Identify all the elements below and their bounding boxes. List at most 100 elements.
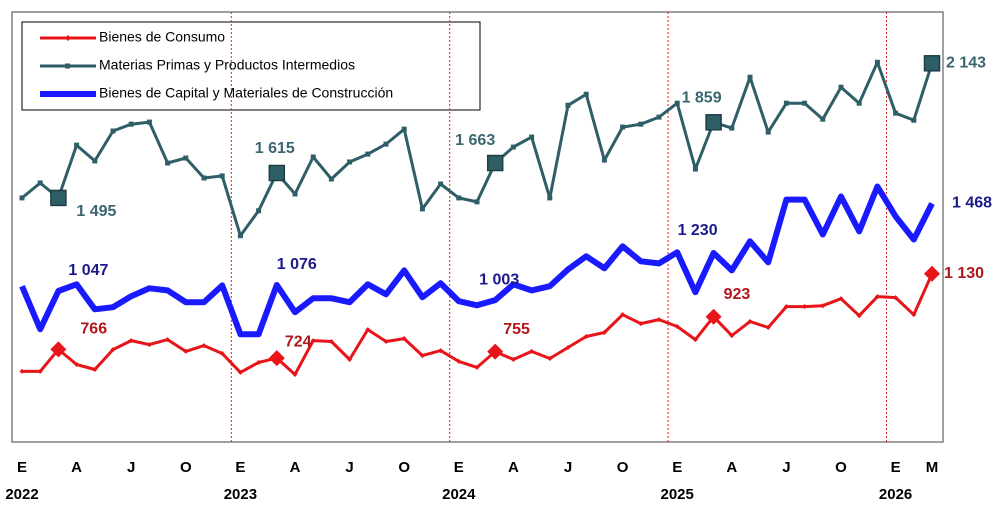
point-marker xyxy=(165,160,171,166)
x-tick-label: O xyxy=(617,459,629,476)
legend-box xyxy=(21,21,481,111)
point-marker xyxy=(911,117,917,123)
point-marker xyxy=(765,129,771,135)
x-tick-label: O xyxy=(398,459,410,476)
point-marker xyxy=(547,355,553,361)
point-marker xyxy=(74,362,80,368)
point-marker xyxy=(583,333,589,339)
point-marker xyxy=(268,164,286,182)
point-marker xyxy=(820,116,826,122)
point-marker xyxy=(50,189,67,207)
point-marker xyxy=(128,121,134,127)
x-tick-label: A xyxy=(508,459,519,476)
point-marker xyxy=(487,343,504,360)
point-marker xyxy=(92,158,98,164)
plot-area xyxy=(19,12,941,442)
point-marker xyxy=(565,344,571,350)
x-tick-label: O xyxy=(835,459,847,476)
point-marker xyxy=(328,176,334,182)
legend-marker xyxy=(65,63,70,69)
x-tick-label: J xyxy=(782,459,790,476)
point-marker xyxy=(486,154,504,172)
point-marker xyxy=(419,353,425,359)
value-label: 1 003 xyxy=(479,271,519,288)
point-marker xyxy=(268,350,285,367)
point-marker xyxy=(601,330,607,336)
point-marker xyxy=(674,100,680,106)
point-marker xyxy=(183,348,189,354)
year-label: 2022 xyxy=(5,486,38,503)
x-tick-label: E xyxy=(891,459,901,476)
x-tick-label: J xyxy=(564,459,572,476)
point-marker xyxy=(146,119,152,125)
value-label: 1 663 xyxy=(455,132,495,149)
point-marker xyxy=(438,181,444,187)
point-marker xyxy=(893,295,899,301)
point-marker xyxy=(146,342,152,348)
point-marker xyxy=(219,173,225,179)
x-tick-label: E xyxy=(672,459,682,476)
point-marker xyxy=(165,337,171,343)
point-marker xyxy=(893,110,899,116)
point-marker xyxy=(838,296,844,302)
point-marker xyxy=(219,351,225,357)
point-marker xyxy=(802,100,808,106)
point-marker xyxy=(365,327,371,333)
point-marker xyxy=(37,368,43,374)
point-marker xyxy=(456,358,462,364)
point-marker xyxy=(638,321,644,327)
year-label: 2025 xyxy=(661,486,694,503)
x-tick-label: E xyxy=(454,459,464,476)
point-marker xyxy=(874,294,880,300)
value-label: 1 615 xyxy=(255,140,295,157)
point-marker xyxy=(656,317,662,323)
value-label: 1 230 xyxy=(678,222,718,239)
point-marker xyxy=(565,102,571,108)
point-marker xyxy=(419,206,425,212)
point-marker xyxy=(347,159,353,165)
point-marker xyxy=(201,175,207,181)
value-label: 923 xyxy=(724,286,751,303)
x-tick-label: E xyxy=(17,459,27,476)
x-tick-label: M xyxy=(926,459,939,476)
point-marker xyxy=(783,304,789,310)
point-marker xyxy=(783,100,789,106)
point-marker xyxy=(583,91,589,97)
point-marker xyxy=(729,125,735,131)
point-marker xyxy=(92,367,98,373)
point-marker xyxy=(110,128,116,134)
year-label: 2026 xyxy=(879,486,912,503)
point-marker xyxy=(50,341,67,358)
point-marker xyxy=(924,265,940,282)
point-marker xyxy=(292,371,298,377)
value-label: 1 130 xyxy=(944,265,984,282)
point-marker xyxy=(874,59,880,65)
legend-label: Bienes de Capital y Materiales de Constr… xyxy=(99,85,393,101)
point-marker xyxy=(474,364,480,370)
point-marker xyxy=(383,338,389,344)
value-label: 1 076 xyxy=(277,256,317,273)
point-marker xyxy=(237,369,243,375)
point-marker xyxy=(256,208,262,214)
value-label: 1 859 xyxy=(682,90,722,107)
point-marker xyxy=(820,303,826,309)
point-marker xyxy=(705,114,722,131)
point-marker xyxy=(328,338,334,344)
x-tick-label: A xyxy=(726,459,737,476)
legend-label: Bienes de Consumo xyxy=(99,29,225,45)
point-marker xyxy=(510,144,516,150)
legend-marker xyxy=(65,35,71,41)
point-marker xyxy=(237,233,243,239)
x-tick-label: O xyxy=(180,459,192,476)
series-line xyxy=(19,183,935,338)
year-label: 2023 xyxy=(224,486,257,503)
point-marker xyxy=(529,348,535,354)
point-marker xyxy=(365,151,371,157)
plot-frame xyxy=(11,11,944,443)
point-marker xyxy=(438,348,444,354)
point-marker xyxy=(37,180,43,186)
point-marker xyxy=(401,336,407,342)
x-tick-label: A xyxy=(71,459,82,476)
point-marker xyxy=(110,347,116,353)
point-marker xyxy=(802,304,808,310)
